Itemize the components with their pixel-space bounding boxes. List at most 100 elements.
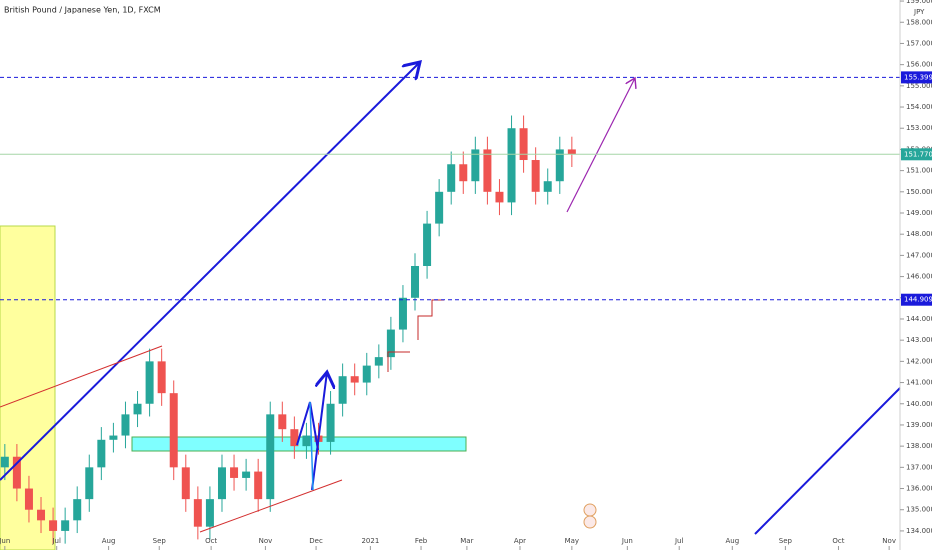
x-tick-label: Sep xyxy=(779,537,793,545)
y-tick-label: 139.000 xyxy=(906,421,932,429)
x-tick-label: Mar xyxy=(460,537,473,545)
x-tick-label: Feb xyxy=(415,537,428,545)
x-tick-label: Jun xyxy=(0,537,10,545)
trend-line xyxy=(754,387,901,535)
candle-body xyxy=(49,520,58,531)
candles xyxy=(0,115,576,544)
candle-body xyxy=(531,160,540,192)
candle-body xyxy=(121,414,130,436)
y-tick-label: 144.000 xyxy=(906,315,932,323)
candle-body xyxy=(181,467,190,500)
y-tick-label: 135.000 xyxy=(906,506,932,514)
trend-line xyxy=(0,345,163,408)
candle-body xyxy=(519,128,528,161)
candle-body xyxy=(507,128,516,203)
candle-body xyxy=(133,403,142,415)
last-price-tag xyxy=(901,148,932,161)
candle-body xyxy=(471,149,480,182)
candle-body xyxy=(266,414,275,500)
candle-body xyxy=(338,376,347,404)
trend-line xyxy=(199,479,343,533)
candle-body xyxy=(242,471,251,478)
drawings xyxy=(0,225,467,550)
x-tick-label: Sep xyxy=(153,537,167,545)
x-tick-label: Oct xyxy=(205,537,217,545)
y-tick-label: 142.000 xyxy=(906,357,932,365)
x-tick-label: Nov xyxy=(882,537,896,545)
y-tick-label: 154.000 xyxy=(906,103,932,111)
candle-body xyxy=(169,393,178,468)
y-tick-label: 153.000 xyxy=(906,124,932,132)
candle-body xyxy=(326,403,335,442)
candle-body xyxy=(290,429,299,447)
candle-body xyxy=(362,365,371,383)
level-tag xyxy=(901,71,932,84)
candle-body xyxy=(254,471,263,500)
level-tag xyxy=(901,293,932,306)
candle-body xyxy=(193,499,202,527)
x-tick-label: Jul xyxy=(674,537,684,545)
x-tick-label: Dec xyxy=(309,537,323,545)
candle-body xyxy=(567,149,576,155)
x-tick-label: 2021 xyxy=(361,537,379,545)
candle-body xyxy=(435,191,444,224)
y-tick-label: 159.000 xyxy=(906,0,932,5)
candle-body xyxy=(350,376,359,383)
candle-body xyxy=(495,191,504,203)
y-tick-label: 143.000 xyxy=(906,336,932,344)
swing-arrow xyxy=(311,372,327,491)
y-tick-label: 158.000 xyxy=(906,18,932,26)
x-tick-label: May xyxy=(565,537,579,545)
candle-body xyxy=(37,509,46,521)
candle-body xyxy=(145,361,154,404)
y-tick-label: 156.000 xyxy=(906,61,932,69)
candle-body xyxy=(447,164,456,192)
level-label: 144.909 xyxy=(904,296,932,304)
candle-body xyxy=(278,414,287,430)
x-tick-label: Oct xyxy=(832,537,844,545)
candle-body xyxy=(411,265,420,298)
candle-body xyxy=(543,181,552,192)
y-tick-label: 141.000 xyxy=(906,379,932,387)
drawings xyxy=(0,62,901,535)
x-tick-label: Jul xyxy=(51,537,61,545)
swing-path xyxy=(309,401,314,491)
x-tick-label: Nov xyxy=(259,537,273,545)
y-tick-label: 151.000 xyxy=(906,167,932,175)
event-icon[interactable] xyxy=(583,515,597,529)
y-tick-label: 140.000 xyxy=(906,400,932,408)
y-tick-label: 149.000 xyxy=(906,209,932,217)
y-tick-label: 150.000 xyxy=(906,188,932,196)
step-line xyxy=(417,299,444,340)
candle-body xyxy=(398,297,407,330)
candle-body xyxy=(12,456,21,489)
y-tick-label: 157.000 xyxy=(906,39,932,47)
candle-body xyxy=(205,499,214,527)
step-line xyxy=(387,351,410,372)
candle-body xyxy=(73,499,82,521)
level-label: 155.399 xyxy=(904,73,932,81)
y-tick-label: 136.000 xyxy=(906,485,932,493)
candle-body xyxy=(374,357,383,366)
y-tick-label: 155.000 xyxy=(906,82,932,90)
candle-body xyxy=(61,520,70,531)
candle-body xyxy=(555,149,564,182)
candle-body xyxy=(97,439,106,468)
projection-arrow xyxy=(566,78,635,213)
x-tick-label: Apr xyxy=(514,537,526,545)
candle-body xyxy=(483,149,492,192)
candle-body xyxy=(302,435,311,447)
event-icon[interactable] xyxy=(583,503,597,517)
candle-body xyxy=(423,223,432,266)
candle-body xyxy=(459,164,468,182)
candle-body xyxy=(157,361,166,394)
y-tick-label: 146.000 xyxy=(906,273,932,281)
candle-body xyxy=(109,435,118,440)
candle-body xyxy=(0,456,9,468)
candle-body xyxy=(230,467,239,478)
trend-arrow xyxy=(0,62,420,481)
candle-body xyxy=(386,329,395,358)
y-tick-label: 137.000 xyxy=(906,463,932,471)
candle-body xyxy=(85,467,94,500)
